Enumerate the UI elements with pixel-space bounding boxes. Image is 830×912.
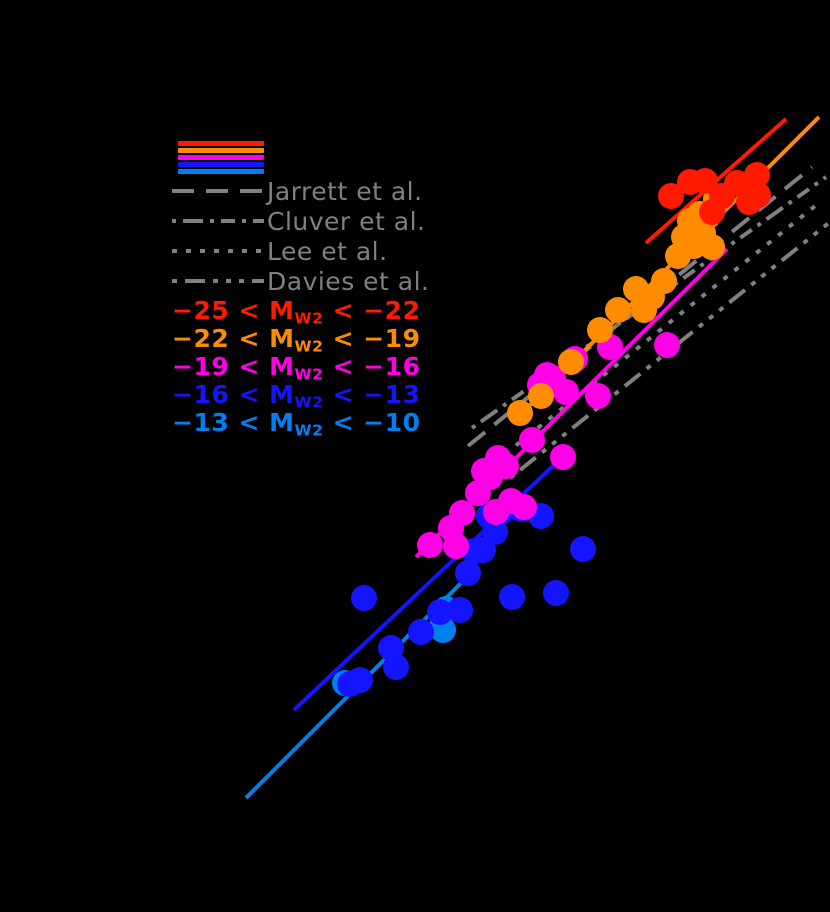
legend-reference-label: Lee et al.	[267, 237, 388, 266]
legend-reference-row: Jarrett et al.	[172, 177, 472, 207]
data-point	[455, 560, 481, 586]
legend-entries: Jarrett et al. Cluver et al. Lee et al. Dav…	[172, 177, 472, 440]
data-point	[351, 585, 377, 611]
legend-magnitude-row: −19 < MW2 < −16	[172, 352, 472, 384]
data-point	[519, 427, 545, 453]
legend-reference-row: Lee et al.	[172, 237, 472, 267]
legend-reference-row: Cluver et al.	[172, 207, 472, 237]
magnitude-variable: M	[269, 352, 295, 381]
swatch-blue	[178, 162, 264, 167]
legend-reference-entries: Jarrett et al. Cluver et al. Lee et al. Dav…	[172, 177, 472, 297]
legend-reference-row: Davies et al.	[172, 267, 472, 297]
data-point	[587, 317, 613, 343]
data-point	[408, 619, 434, 645]
data-point	[658, 183, 684, 209]
data-point	[499, 584, 525, 610]
data-point	[511, 494, 537, 520]
magnitude-upper-bound: < −10	[323, 408, 421, 437]
data-point	[528, 383, 554, 409]
legend-reference-label: Jarrett et al.	[267, 177, 423, 206]
data-point	[692, 168, 718, 194]
series-points	[332, 162, 771, 697]
legend-line-sample	[172, 279, 264, 283]
data-point	[482, 519, 508, 545]
magnitude-variable-subscript: W2	[294, 365, 324, 384]
magnitude-lower-bound: −25 <	[172, 296, 270, 325]
magnitude-variable: M	[269, 408, 295, 437]
legend-reference-label: Davies et al.	[267, 267, 430, 296]
legend-magnitude-row: −22 < MW2 < −19	[172, 324, 472, 356]
legend-magnitude-entries: −25 < MW2 < −22 −22 < MW2 < −19 −19 < MW2 …	[172, 296, 472, 440]
swatch-orange	[178, 148, 264, 153]
legend-reference-label: Cluver et al.	[267, 207, 426, 236]
swatch-lightblue	[178, 169, 264, 174]
data-point	[553, 379, 579, 405]
magnitude-variable: M	[269, 296, 295, 325]
data-point	[699, 234, 725, 260]
magnitude-upper-bound: < −16	[323, 352, 421, 381]
data-point	[744, 162, 770, 188]
series-fit-line	[292, 447, 573, 712]
magnitude-lower-bound: −19 <	[172, 352, 270, 381]
data-point	[570, 536, 596, 562]
data-point	[443, 533, 469, 559]
legend-color-swatches	[178, 141, 264, 176]
data-point	[449, 500, 475, 526]
data-point	[724, 170, 750, 196]
data-point	[383, 654, 409, 680]
data-point	[483, 499, 509, 525]
legend-magnitude-row: −25 < MW2 < −22	[172, 296, 472, 328]
data-point	[654, 332, 680, 358]
magnitude-variable: M	[269, 324, 295, 353]
reference-line	[492, 204, 817, 465]
magnitude-variable-subscript: W2	[294, 393, 324, 412]
data-point	[417, 532, 443, 558]
data-point	[558, 349, 584, 375]
data-point	[605, 297, 631, 323]
data-point	[550, 444, 576, 470]
data-point	[507, 400, 533, 426]
data-point	[745, 182, 771, 208]
legend-line-sample	[172, 189, 264, 193]
magnitude-lower-bound: −16 <	[172, 380, 270, 409]
legend-line-sample	[172, 219, 264, 223]
data-point	[427, 599, 453, 625]
swatch-magenta	[178, 155, 264, 160]
data-point	[651, 268, 677, 294]
magnitude-lower-bound: −13 <	[172, 408, 270, 437]
data-point	[447, 597, 473, 623]
magnitude-upper-bound: < −13	[323, 380, 421, 409]
legend-magnitude-row: −13 < MW2 < −10	[172, 408, 472, 440]
data-point	[543, 580, 569, 606]
magnitude-variable: M	[269, 380, 295, 409]
legend-magnitude-row: −16 < MW2 < −13	[172, 380, 472, 412]
swatch-red	[178, 141, 264, 146]
data-point	[585, 383, 611, 409]
legend-line-sample	[172, 249, 264, 253]
magnitude-upper-bound: < −19	[323, 324, 421, 353]
data-point	[493, 453, 519, 479]
magnitude-variable-subscript: W2	[294, 337, 324, 356]
data-point	[347, 667, 373, 693]
magnitude-variable-subscript: W2	[294, 421, 324, 440]
magnitude-variable-subscript: W2	[294, 309, 324, 328]
magnitude-lower-bound: −22 <	[172, 324, 270, 353]
magnitude-upper-bound: < −22	[323, 296, 421, 325]
